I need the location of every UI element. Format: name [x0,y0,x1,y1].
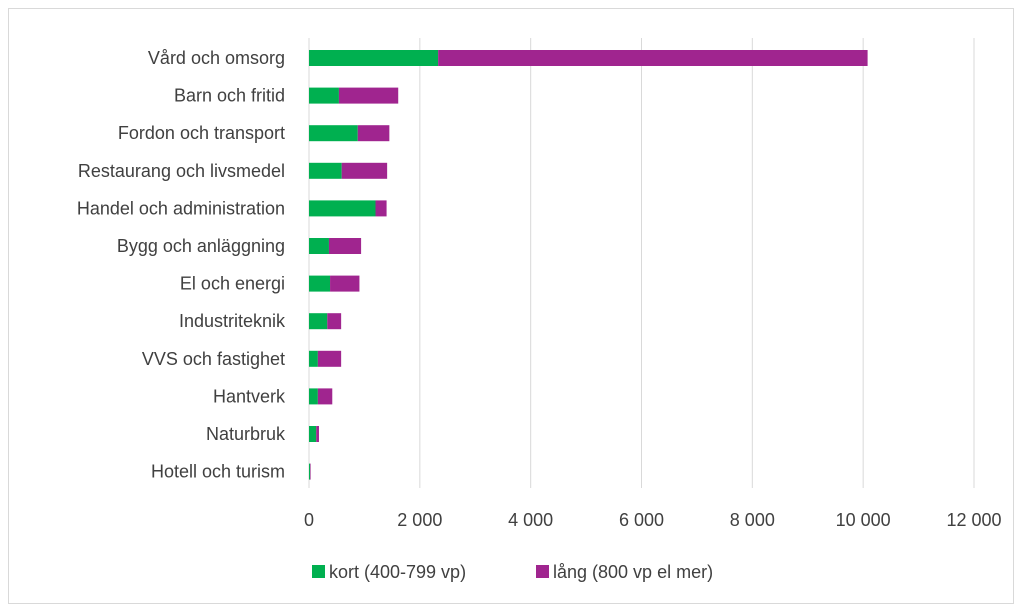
bar-segment-kort [309,50,439,66]
category-label: Restaurang och livsmedel [78,161,285,181]
legend: kort (400-799 vp) lång (800 vp el mer) [312,562,713,582]
bar-segment-lang [328,238,362,254]
legend-label: lång (800 vp el mer) [553,562,713,582]
bar-segment-lang [317,350,342,367]
bar-segment-lang [327,313,342,330]
bar-segment-kort [309,200,376,217]
category-label: Fordon och transport [118,123,285,143]
x-tick-label: 10 000 [836,510,891,530]
category-label: Naturbruk [206,424,286,444]
x-tick-label: 4 000 [508,510,553,530]
bar-segment-kort [309,388,318,405]
legend-swatch-lang [536,565,549,578]
category-label: VVS och fastighet [142,349,285,369]
x-tick-label: 6 000 [619,510,664,530]
bar-segment-lang [438,50,868,66]
category-label: Vård och omsorg [148,48,285,68]
category-label: Barn och fritid [174,86,285,106]
bar-segment-lang [341,162,388,179]
category-labels: Vård och omsorg Barn och fritid Fordon och… [77,48,286,482]
category-label: Industriteknik [179,311,286,331]
bar-segment-lang [338,87,399,104]
bar-segment-kort [309,87,339,104]
category-label: Handel och administration [77,198,285,218]
x-tick-label: 8 000 [730,510,775,530]
bar-segment-kort [309,125,358,142]
x-tick-label: 2 000 [397,510,442,530]
category-label: El och energi [180,274,285,294]
bar-segment-kort [309,275,331,292]
bar-segment-kort [309,463,311,480]
bar-segment-kort [309,162,342,179]
legend-swatch-kort [312,565,325,578]
x-tick-labels: 0 2 000 4 000 6 000 8 000 10 000 12 000 [304,510,1002,530]
bar-segment-lang [310,463,311,480]
category-label: Hotell och turism [151,462,285,482]
legend-label: kort (400-799 vp) [329,562,466,582]
bar-segment-lang [375,200,387,217]
gridlines [308,38,975,488]
bar-segment-lang [357,125,390,142]
chart-frame [8,8,1014,604]
bar-segment-kort [309,313,328,330]
bar-segment-kort [309,238,329,254]
bar-segment-lang [316,426,319,442]
bar-segment-lang [317,388,333,405]
bar-segment-lang [330,275,360,292]
category-label: Hantverk [213,386,286,406]
x-tick-label: 0 [304,510,314,530]
bars [309,50,868,480]
category-label: Bygg och anläggning [117,236,285,256]
bar-segment-kort [309,350,318,367]
bar-segment-kort [309,426,317,442]
x-tick-label: 12 000 [946,510,1001,530]
